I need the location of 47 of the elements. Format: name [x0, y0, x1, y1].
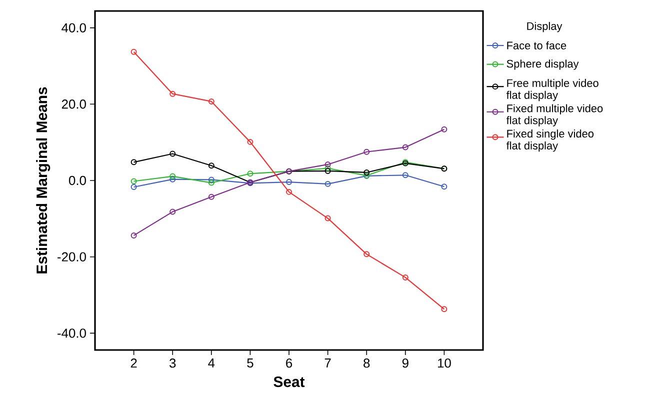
point	[364, 148, 370, 155]
y-tick-label: -20.0	[58, 252, 86, 262]
x-tick-label: 10	[438, 358, 451, 368]
point	[364, 169, 370, 176]
legend-label: Fixed single video flat display	[506, 130, 594, 152]
x-tick-label: 6	[286, 358, 292, 368]
point	[208, 176, 214, 183]
point	[286, 188, 292, 195]
point	[402, 144, 408, 150]
point	[324, 168, 331, 174]
y-tick-label: 40.0	[62, 23, 86, 32]
point	[170, 173, 176, 180]
point	[402, 274, 408, 280]
point	[364, 251, 370, 258]
point	[247, 138, 254, 145]
point	[324, 161, 331, 168]
y-tick-label: 20.0	[62, 100, 86, 109]
point	[324, 165, 331, 172]
x-tick-label: 4	[208, 358, 215, 368]
legend-label: Sphere display	[506, 60, 579, 70]
x-tick-label: 7	[324, 358, 331, 368]
x-axis-title: Seat	[274, 376, 305, 388]
y-axis-title: Estimated Marginal Means	[36, 87, 50, 274]
legend-label: Free multiple video flat display	[506, 78, 598, 102]
point	[208, 180, 214, 186]
x-tick-label: 5	[247, 358, 254, 368]
legend-label: Fixed multiple video flat display	[506, 104, 603, 126]
point	[170, 208, 176, 215]
legend-label: Face to face	[507, 41, 566, 50]
point	[402, 172, 408, 178]
point	[286, 179, 292, 186]
point	[324, 180, 331, 187]
y-tick-label: -40.0	[58, 328, 86, 338]
point	[208, 98, 214, 104]
x-tick-label: 9	[402, 358, 408, 368]
point	[208, 162, 214, 169]
point	[170, 176, 176, 182]
point	[324, 215, 331, 222]
point	[170, 90, 176, 97]
x-tick-label: 8	[364, 358, 370, 368]
point	[170, 150, 176, 157]
y-tick-label: 0.0	[68, 176, 86, 186]
x-tick-label: 2	[130, 358, 137, 368]
legend-title: Display	[527, 22, 562, 32]
x-tick-label: 3	[170, 358, 176, 368]
point	[208, 194, 214, 200]
point	[247, 170, 254, 177]
